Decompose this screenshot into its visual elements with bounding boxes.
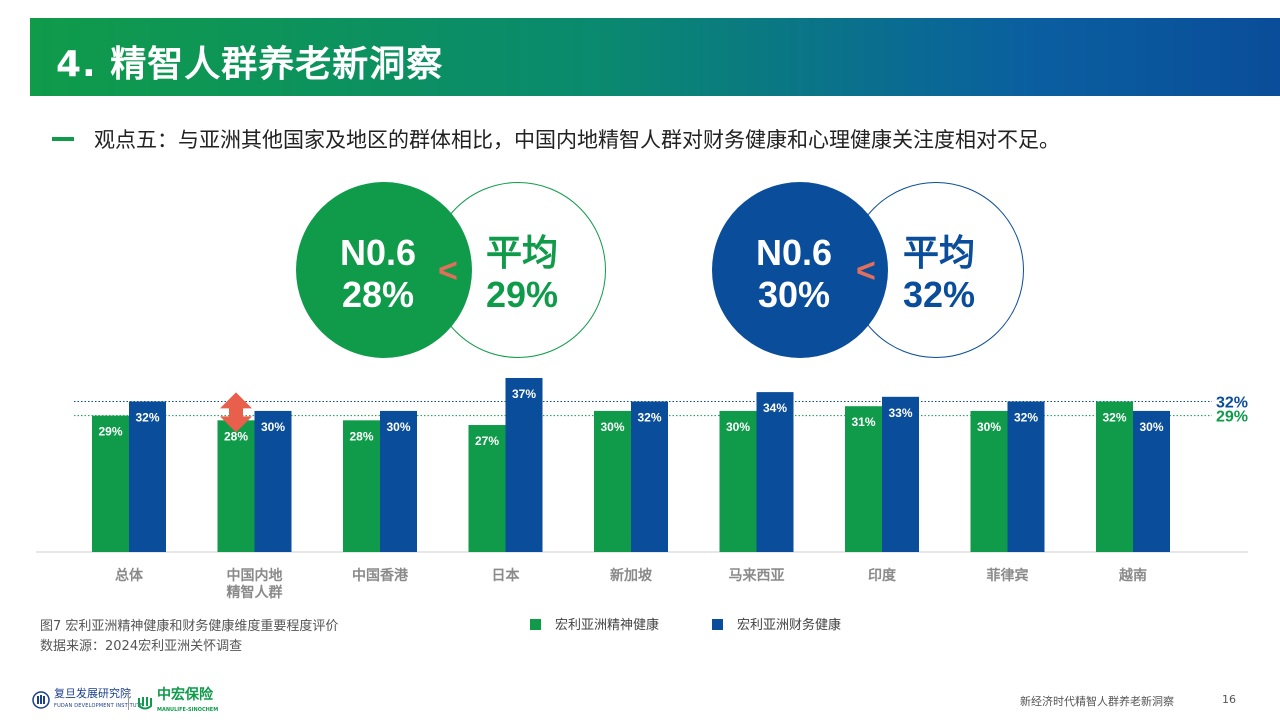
- bar-value-label-s0-c7: 30%: [977, 420, 1001, 434]
- bar-s1-c6: [882, 396, 919, 552]
- bar-value-label-s0-c1: 28%: [224, 429, 248, 443]
- manulife-logo-sub: MANULIFE-SINOCHEM: [157, 707, 219, 713]
- bar-s0-c2: [343, 420, 380, 552]
- bar-s1-c0: [129, 401, 166, 552]
- report-title: 新经济时代精智人群养老新洞察: [1020, 695, 1174, 708]
- legend-label-blue: 宏利亚洲财务健康: [737, 618, 842, 633]
- legend-item-blue: 宏利亚洲财务健康: [712, 614, 841, 633]
- bar-s0-c3: [468, 425, 506, 552]
- data-source: 数据来源：2024宏利亚洲关怀调查: [40, 639, 243, 654]
- bar-value-label-s1-c4: 32%: [637, 411, 661, 425]
- bar-value-label-s1-c7: 32%: [1014, 411, 1038, 425]
- manulife-sinochem-logo: 中宏保险 MANULIFE-SINOCHEM: [136, 688, 218, 717]
- avg-right-label: 平均: [902, 232, 975, 273]
- avg-left-value: 29%: [485, 274, 559, 315]
- manulife-logo-name: 中宏保险: [157, 687, 213, 703]
- fudan-logo-text: 复旦发展研究院 FUDAN DEVELOPMENT INSTITUTE: [54, 688, 143, 712]
- less-than-left: <: [438, 252, 458, 290]
- rank-circle-left: [296, 182, 472, 358]
- bar-value-label-s0-c0: 29%: [98, 425, 122, 439]
- bar-value-label-s0-c4: 30%: [600, 420, 624, 434]
- legend-item-green: 宏利亚洲精神健康: [530, 614, 659, 633]
- page-title: 4. 精智人群养老新洞察: [56, 44, 444, 85]
- rank-right-label: N0.6: [755, 232, 833, 273]
- bar-s1-c3: [505, 378, 543, 552]
- bar-s1-c2: [380, 410, 417, 552]
- bar-s1-c4: [631, 401, 668, 552]
- rank-left-label: N0.6: [339, 232, 417, 273]
- bar-value-label-s0-c3: 27%: [475, 434, 499, 448]
- bar-s0-c6: [845, 406, 882, 552]
- category-label-1: 中国内地精智人群: [227, 567, 283, 601]
- bar-value-label-s1-c3: 37%: [512, 387, 536, 401]
- fudan-logo: 复旦发展研究院 FUDAN DEVELOPMENT INSTITUTE: [32, 688, 143, 712]
- legend-swatch-green: [530, 619, 541, 630]
- bar-value-label-s1-c8: 30%: [1139, 420, 1163, 434]
- fudan-logo-sub: FUDAN DEVELOPMENT INSTITUTE: [54, 703, 144, 709]
- category-label-2: 中国香港: [352, 567, 409, 584]
- bar-chart: 32%29%29%32%总体28%30%中国内地精智人群28%30%中国香港27…: [36, 378, 1248, 601]
- header-bar: 4. 精智人群养老新洞察: [30, 18, 1280, 96]
- bar-s1-c7: [1007, 401, 1045, 552]
- category-label-6: 印度: [868, 567, 897, 584]
- bar-s1-c8: [1133, 410, 1170, 552]
- bar-value-label-s1-c5: 34%: [763, 401, 787, 415]
- bar-value-label-s1-c0: 32%: [135, 411, 159, 425]
- bar-s0-c8: [1096, 401, 1133, 552]
- manulife-logo-text: 中宏保险 MANULIFE-SINOCHEM: [157, 688, 218, 717]
- avg-left-label: 平均: [485, 232, 558, 273]
- figure-caption: 图7 宏利亚洲精神健康和财务健康维度重要程度评价: [40, 619, 339, 634]
- fudan-emblem-icon: [32, 691, 50, 709]
- bar-value-label-s0-c6: 31%: [851, 415, 875, 429]
- legend-swatch-blue: [712, 619, 723, 630]
- legend-label-green: 宏利亚洲精神健康: [555, 618, 660, 633]
- bar-s0-c0: [92, 415, 129, 552]
- bar-s1-c1: [254, 410, 292, 552]
- bar-value-label-s0-c8: 32%: [1102, 411, 1126, 425]
- logo-divider: [128, 690, 129, 710]
- page-number: 16: [1222, 693, 1236, 706]
- fudan-logo-name: 复旦发展研究院: [54, 687, 131, 700]
- category-label-4: 新加坡: [610, 567, 653, 584]
- category-label-8: 越南: [1118, 567, 1147, 584]
- avg-right-value: 32%: [902, 274, 976, 315]
- bar-value-label-s0-c2: 28%: [349, 429, 373, 443]
- category-label-5: 马来西亚: [729, 568, 785, 584]
- point-marker: [52, 137, 74, 141]
- rank-circle-right: [712, 182, 888, 358]
- less-than-right: <: [856, 252, 876, 290]
- category-label-3: 日本: [492, 567, 521, 584]
- reference-line-label-0: 32%: [1216, 395, 1248, 412]
- highlight-arrow-icon: [220, 392, 252, 433]
- reference-line-label-1: 29%: [1216, 409, 1248, 426]
- bar-s0-c5: [719, 410, 757, 552]
- bar-value-label-s1-c2: 30%: [386, 420, 410, 434]
- rank-left-value: 28%: [341, 274, 415, 315]
- bar-s0-c7: [970, 410, 1008, 552]
- bar-value-label-s1-c1: 30%: [261, 420, 285, 434]
- bar-value-label-s1-c6: 33%: [888, 406, 912, 420]
- key-point-text: 观点五：与亚洲其他国家及地区的群体相比，中国内地精智人群对财务健康和心理健康关注…: [94, 128, 1060, 152]
- bar-s0-c1: [217, 420, 255, 552]
- manulife-emblem-icon: [138, 696, 152, 709]
- rank-right-value: 30%: [757, 274, 831, 315]
- category-label-7: 菲律宾: [987, 567, 1029, 584]
- bar-s0-c4: [594, 410, 631, 552]
- bar-value-label-s0-c5: 30%: [726, 420, 750, 434]
- category-label-0: 总体: [115, 567, 144, 584]
- bar-s1-c5: [756, 392, 794, 552]
